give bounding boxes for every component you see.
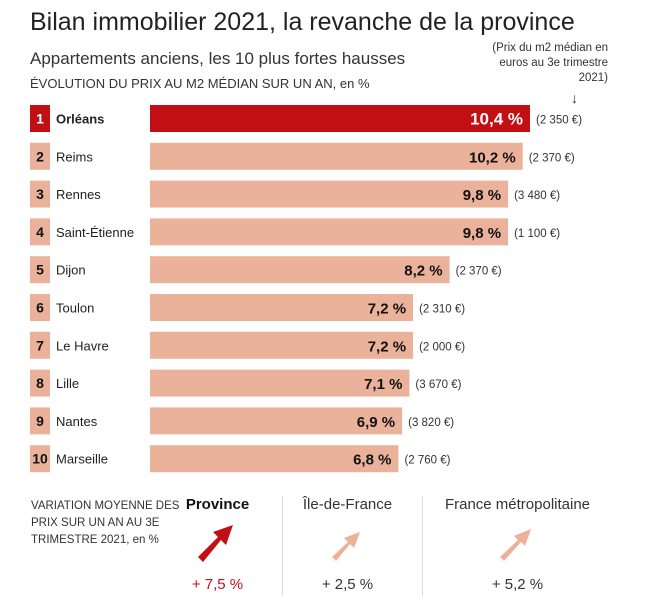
value-label: 10,2 %: [469, 149, 516, 166]
rank-box: [30, 218, 50, 246]
region-france-metropolitaine: France métropolitaine + 5,2 %: [440, 496, 595, 593]
bar: [150, 142, 523, 170]
rank-number: 9: [36, 413, 44, 429]
rank-box: [30, 331, 50, 359]
rank-number: 3: [36, 186, 44, 202]
chart-subtitle: Appartements anciens, les 10 plus fortes…: [30, 49, 406, 68]
price-label: (2 760 €): [404, 455, 450, 467]
value-label: 8,2 %: [404, 263, 442, 280]
rank-number: 8: [36, 375, 44, 391]
city-label: Le Havre: [56, 338, 109, 353]
price-label: (2 350 €): [536, 115, 582, 127]
price-label: (3 670 €): [415, 379, 461, 391]
rank-box: [30, 294, 50, 321]
divider: [282, 496, 283, 596]
rank-box: [30, 256, 50, 284]
bar: [150, 105, 530, 132]
city-label: Lille: [56, 376, 79, 391]
bar: [150, 218, 509, 246]
value-label: 10,4 %: [470, 110, 523, 129]
rank-box: [30, 180, 50, 208]
region-value: + 5,2 %: [491, 576, 544, 593]
city-label: Marseille: [56, 452, 108, 467]
up-right-arrow-icon: [197, 525, 233, 562]
rank-number: 10: [32, 451, 48, 467]
region-value: + 7,5 %: [191, 576, 244, 593]
rank-number: 4: [36, 224, 44, 240]
price-label: (3 480 €): [514, 190, 560, 202]
value-label: 7,2 %: [368, 301, 406, 318]
rank-number: 7: [36, 337, 44, 353]
price-label: (1 100 €): [514, 228, 560, 240]
city-label: Reims: [56, 149, 93, 164]
rank-number: 6: [36, 300, 44, 316]
price-label: (2 310 €): [419, 304, 465, 316]
unit-label: ÉVOLUTION DU PRIX AU M2 MÉDIAN SUR UN AN…: [30, 76, 370, 91]
price-label: (2 370 €): [529, 152, 575, 164]
rank-box: [30, 407, 50, 435]
value-label: 6,9 %: [357, 414, 395, 431]
bar: [150, 256, 450, 284]
bar: [150, 331, 414, 359]
value-label: 7,2 %: [368, 338, 406, 355]
down-arrow-icon: ↓: [571, 90, 578, 106]
unit-main: ÉVOLUTION DU PRIX AU M2 MÉDIAN SUR UN AN: [30, 76, 333, 91]
region-name: Île-de-France: [302, 496, 393, 513]
rank-box: [30, 105, 50, 132]
up-right-arrow-icon: [331, 532, 360, 561]
value-label: 6,8 %: [353, 452, 391, 469]
price-label: (3 820 €): [408, 417, 454, 429]
region-name: France métropolitaine: [444, 496, 591, 513]
city-label: Rennes: [56, 187, 101, 202]
value-label: 9,8 %: [463, 225, 501, 242]
region-ile-de-france: Île-de-France + 2,5 %: [295, 496, 400, 593]
value-label: 7,1 %: [364, 376, 402, 393]
footer-description: VARIATION MOYENNE DES PRIX SUR UN AN AU …: [31, 500, 180, 546]
city-label: Toulon: [56, 301, 94, 316]
price-label: (2 370 €): [456, 266, 502, 278]
region-province: Province + 7,5 %: [175, 496, 260, 593]
value-label: 9,8 %: [463, 187, 501, 204]
divider: [422, 496, 423, 596]
region-name: Province: [185, 496, 250, 513]
price-label: (2 000 €): [419, 341, 465, 353]
bar: [150, 445, 399, 473]
rank-box: [30, 142, 50, 170]
bar: [150, 180, 509, 208]
up-right-arrow-icon: [499, 529, 531, 561]
price-note: (Prix du m2 médian en euros au 3e trimes…: [492, 42, 608, 84]
rank-number: 1: [36, 111, 44, 127]
chart-title: Bilan immobilier 2021, la revanche de la…: [30, 8, 575, 36]
city-label: Dijon: [56, 263, 86, 278]
rank-number: 5: [36, 262, 44, 278]
rank-box: [30, 445, 50, 473]
city-label: Saint-Étienne: [56, 225, 134, 240]
bar: [150, 407, 403, 435]
city-label: Orléans: [56, 112, 104, 127]
bar-chart: 1 Orléans 10,4 % (2 350 €) 2 Reims 10,2 % (2 37…: [30, 105, 582, 473]
rank-number: 2: [36, 148, 44, 164]
bar: [150, 369, 410, 397]
bar: [150, 294, 414, 321]
city-label: Nantes: [56, 414, 98, 429]
region-value: + 2,5 %: [321, 576, 374, 593]
unit-suffix: , en %: [332, 76, 370, 91]
rank-box: [30, 369, 50, 397]
